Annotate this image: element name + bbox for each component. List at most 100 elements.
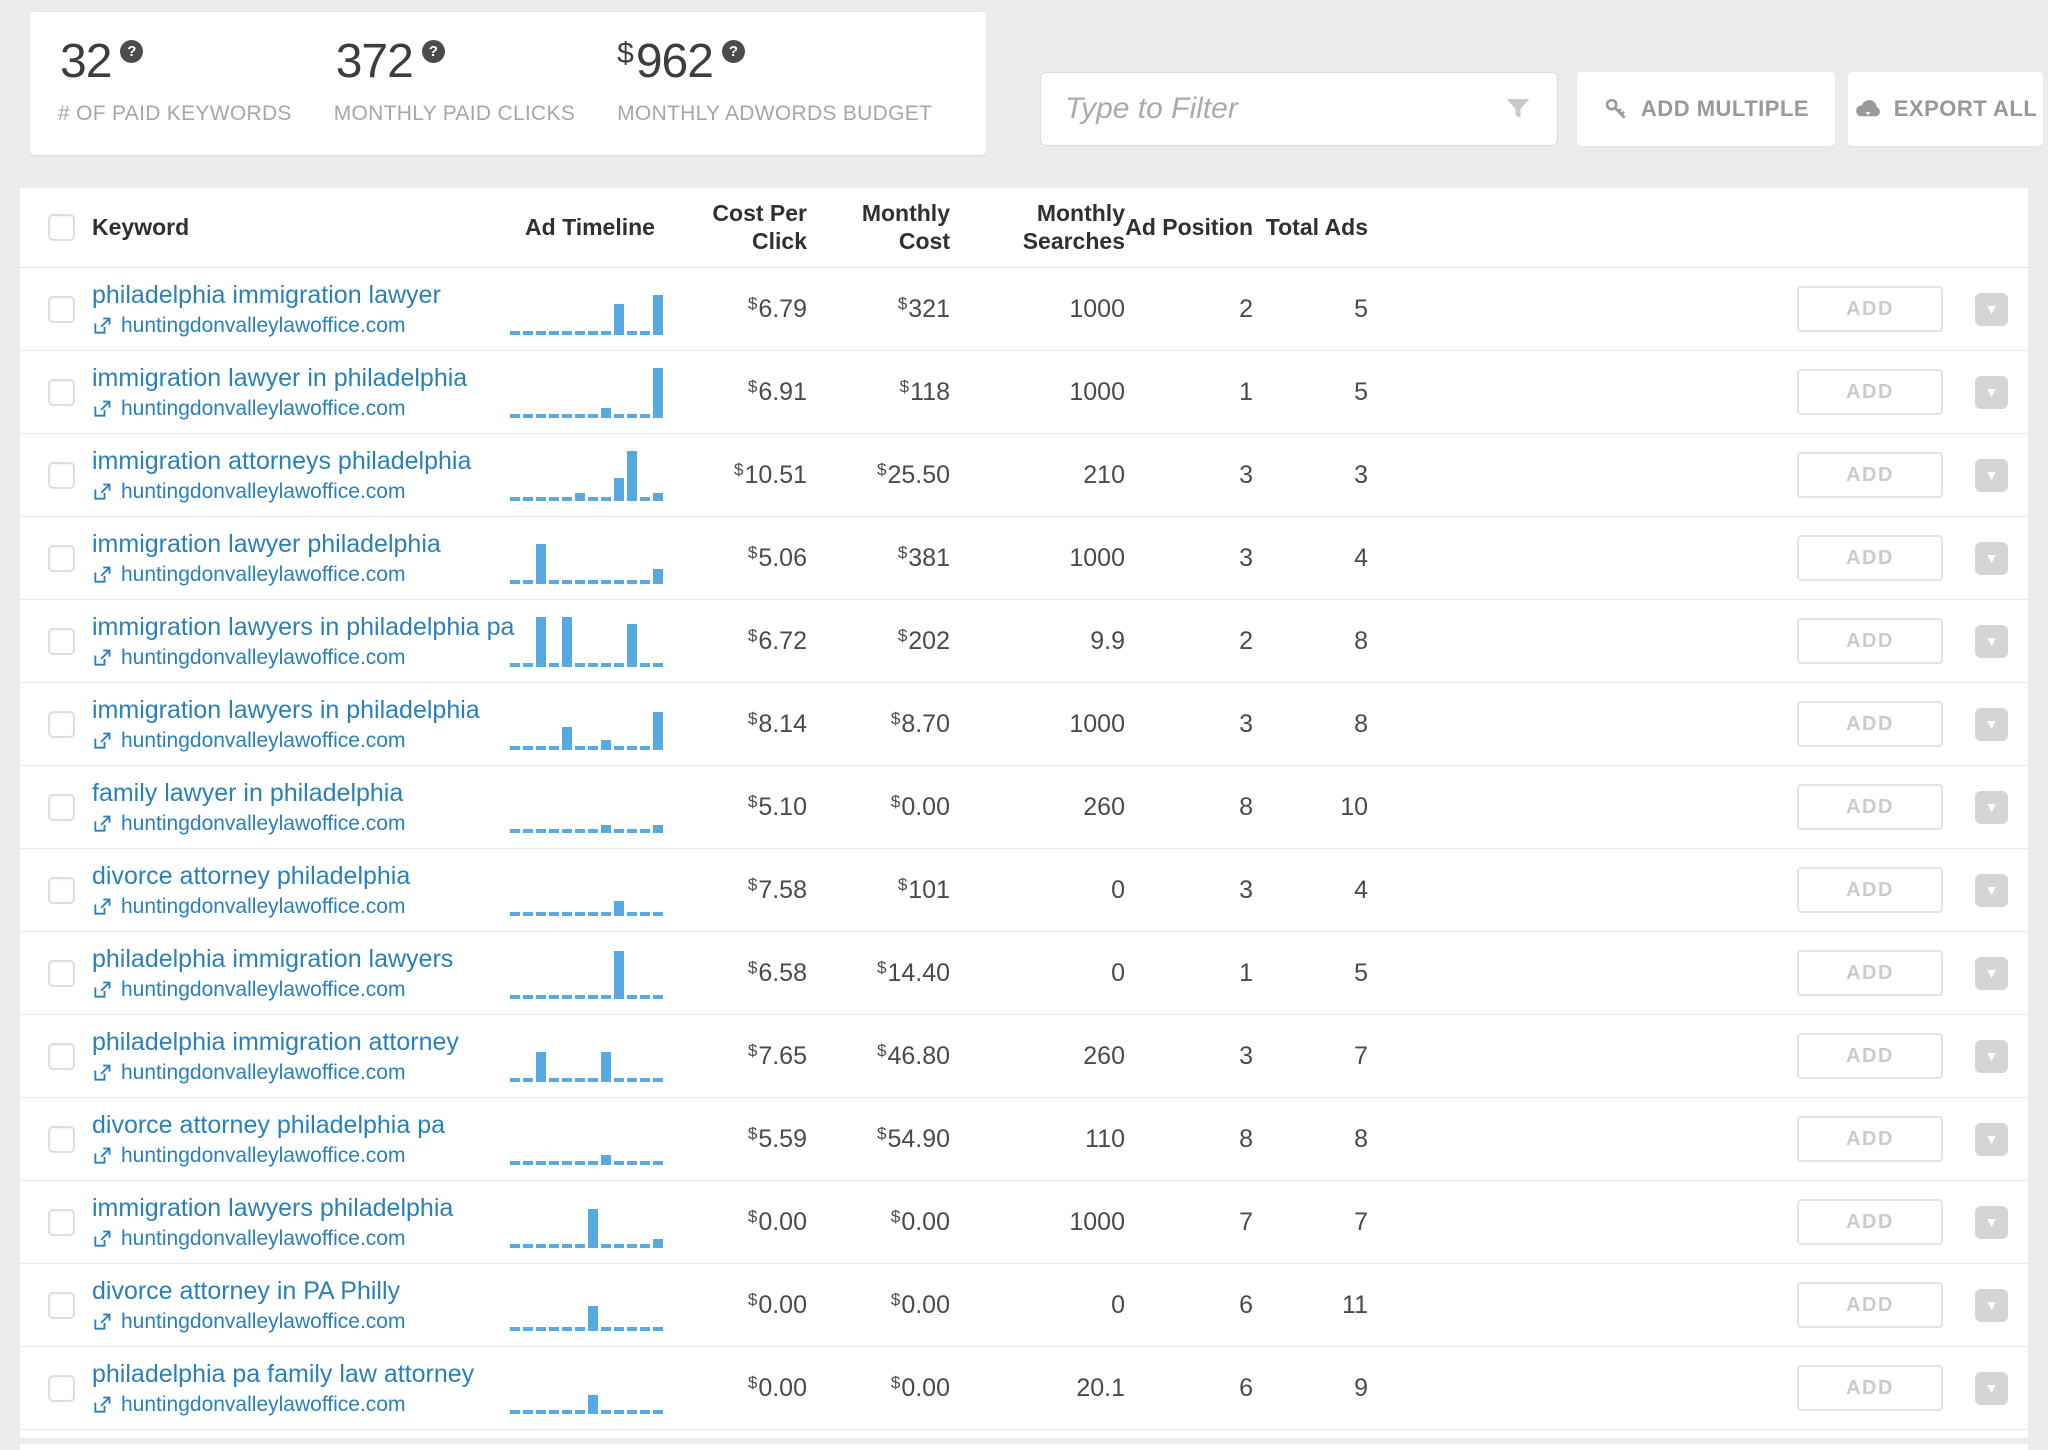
domain-link[interactable]: huntingdonvalleylawoffice.com — [92, 812, 510, 836]
row-checkbox[interactable] — [48, 1042, 75, 1070]
timeline-dash — [640, 995, 650, 999]
select-all-checkbox[interactable] — [48, 214, 75, 241]
domain-link[interactable]: huntingdonvalleylawoffice.com — [92, 1393, 510, 1417]
row-checkbox[interactable] — [48, 1125, 75, 1153]
keyword-link[interactable]: divorce attorney philadelphia pa — [92, 1110, 446, 1139]
row-checkbox[interactable] — [48, 295, 75, 323]
filter-input[interactable] — [1065, 79, 1503, 139]
row-dropdown-caret-icon[interactable]: ▼ — [1975, 375, 2008, 409]
timeline-dash — [549, 912, 559, 916]
keyword-link[interactable]: divorce attorney philadelphia — [92, 861, 411, 890]
domain-link[interactable]: huntingdonvalleylawoffice.com — [92, 895, 510, 919]
domain-link[interactable]: huntingdonvalleylawoffice.com — [92, 646, 510, 670]
timeline-dash — [601, 995, 611, 999]
row-checkbox[interactable] — [48, 378, 75, 406]
help-icon[interactable]: ? — [721, 40, 745, 63]
domain-link[interactable]: huntingdonvalleylawoffice.com — [92, 1144, 510, 1168]
header-cell-ad-position[interactable]: Ad Position — [1125, 213, 1253, 240]
domain-link[interactable]: huntingdonvalleylawoffice.com — [92, 978, 510, 1002]
timeline-bar — [601, 740, 611, 750]
add-keyword-button[interactable]: ADD — [1797, 618, 1943, 664]
currency-symbol: $ — [897, 293, 908, 313]
row-checkbox[interactable] — [48, 793, 75, 821]
add-keyword-button[interactable]: ADD — [1797, 1282, 1943, 1328]
row-dropdown-caret-icon[interactable]: ▼ — [1975, 292, 2008, 326]
row-checkbox[interactable] — [48, 959, 75, 987]
add-keyword-button[interactable]: ADD — [1797, 286, 1943, 332]
header-cell-monthly-searches[interactable]: Monthly Searches — [1022, 200, 1125, 254]
monthly-cost-value: 0.00 — [901, 1290, 950, 1319]
row-dropdown-caret-icon[interactable]: ▼ — [1975, 458, 2008, 492]
keyword-link[interactable]: immigration lawyers in philadelphia — [92, 695, 480, 724]
keyword-link[interactable]: philadelphia immigration lawyer — [92, 280, 441, 309]
row-checkbox[interactable] — [48, 1208, 75, 1236]
keyword-link[interactable]: immigration attorneys philadelphia — [92, 446, 472, 475]
add-keyword-button[interactable]: ADD — [1797, 950, 1943, 996]
keyword-link[interactable]: immigration lawyers philadelphia — [92, 1193, 454, 1222]
domain-link[interactable]: huntingdonvalleylawoffice.com — [92, 314, 510, 338]
add-keyword-button[interactable]: ADD — [1797, 1116, 1943, 1162]
row-dropdown-caret-icon[interactable]: ▼ — [1975, 1039, 2008, 1073]
add-keyword-button[interactable]: ADD — [1797, 1199, 1943, 1245]
row-dropdown-caret-icon[interactable]: ▼ — [1975, 1371, 2008, 1405]
add-keyword-button[interactable]: ADD — [1797, 369, 1943, 415]
row-dropdown-caret-icon[interactable]: ▼ — [1975, 707, 2008, 741]
keyword-link[interactable]: philadelphia immigration lawyers — [92, 944, 454, 973]
add-keyword-button[interactable]: ADD — [1797, 1365, 1943, 1411]
keyword-link[interactable]: family lawyer in philadelphia — [92, 778, 404, 807]
row-checkbox[interactable] — [48, 461, 75, 489]
row-dropdown-caret-icon[interactable]: ▼ — [1975, 624, 2008, 658]
add-keyword-button[interactable]: ADD — [1797, 784, 1943, 830]
keyword-link[interactable]: divorce attorney in PA Philly — [92, 1276, 401, 1305]
add-keyword-button[interactable]: ADD — [1797, 535, 1943, 581]
row-cell-monthly-searches: 260 — [1083, 792, 1125, 821]
keyword-link[interactable]: immigration lawyer philadelphia — [92, 529, 441, 558]
table-row: divorce attorney philadelphia pa hunting… — [20, 1098, 2028, 1181]
keyword-link[interactable]: philadelphia immigration attorney — [92, 1027, 459, 1056]
header-cell-ad-timeline[interactable]: Ad Timeline — [510, 188, 670, 267]
row-checkbox[interactable] — [48, 876, 75, 904]
domain-link[interactable]: huntingdonvalleylawoffice.com — [92, 397, 510, 421]
keyword-link[interactable]: immigration lawyer in philadelphia — [92, 363, 468, 392]
help-icon[interactable]: ? — [421, 40, 445, 63]
header-cell-keyword[interactable]: Keyword — [92, 213, 190, 240]
help-icon[interactable]: ? — [120, 40, 144, 63]
add-keyword-button[interactable]: ADD — [1797, 452, 1943, 498]
domain-link[interactable]: huntingdonvalleylawoffice.com — [92, 480, 510, 504]
domain-link[interactable]: huntingdonvalleylawoffice.com — [92, 1227, 510, 1251]
row-checkbox[interactable] — [48, 627, 75, 655]
domain-link[interactable]: huntingdonvalleylawoffice.com — [92, 1061, 510, 1085]
domain-link[interactable]: huntingdonvalleylawoffice.com — [92, 729, 510, 753]
row-checkbox[interactable] — [48, 1374, 75, 1402]
add-keyword-button[interactable]: ADD — [1797, 701, 1943, 747]
row-cell-ad-position: 1 — [1239, 958, 1253, 987]
timeline-bar — [575, 493, 585, 501]
row-dropdown-caret-icon[interactable]: ▼ — [1975, 541, 2008, 575]
row-dropdown-caret-icon[interactable]: ▼ — [1975, 1205, 2008, 1239]
row-dropdown-caret-icon[interactable]: ▼ — [1975, 873, 2008, 907]
currency-symbol: $ — [876, 957, 887, 977]
row-dropdown-caret-icon[interactable]: ▼ — [1975, 956, 2008, 990]
timeline-dash — [510, 663, 520, 667]
add-keyword-button[interactable]: ADD — [1797, 867, 1943, 913]
row-cell-keyword: philadelphia immigration lawyers hunting… — [92, 944, 510, 1002]
domain-link[interactable]: huntingdonvalleylawoffice.com — [92, 1310, 510, 1334]
row-cell-actions: ADD ▼ — [1368, 784, 2028, 830]
row-checkbox[interactable] — [48, 544, 75, 572]
header-cell-total-ads[interactable]: Total Ads — [1265, 213, 1368, 240]
row-dropdown-caret-icon[interactable]: ▼ — [1975, 1122, 2008, 1156]
keyword-link[interactable]: immigration lawyers in philadelphia pa — [92, 612, 515, 641]
header-cell-cost-per-click[interactable]: Cost Per Click — [712, 200, 807, 254]
row-checkbox[interactable] — [48, 710, 75, 738]
domain-link[interactable]: huntingdonvalleylawoffice.com — [92, 563, 510, 587]
header-cell-monthly-cost[interactable]: Monthly Cost — [861, 200, 950, 254]
add-keyword-button[interactable]: ADD — [1797, 1033, 1943, 1079]
keyword-link[interactable]: philadelphia pa family law attorney — [92, 1359, 475, 1388]
row-checkbox[interactable] — [48, 1291, 75, 1319]
export-all-button[interactable]: EXPORT ALL — [1848, 72, 2043, 146]
add-multiple-button[interactable]: ADD MULTIPLE — [1577, 72, 1835, 146]
table-header-row: Keyword Ad Timeline Cost Per Click Month… — [20, 188, 2028, 268]
row-dropdown-caret-icon[interactable]: ▼ — [1975, 790, 2008, 824]
monthly-cost-value: 0.00 — [901, 1373, 950, 1402]
row-dropdown-caret-icon[interactable]: ▼ — [1975, 1288, 2008, 1322]
